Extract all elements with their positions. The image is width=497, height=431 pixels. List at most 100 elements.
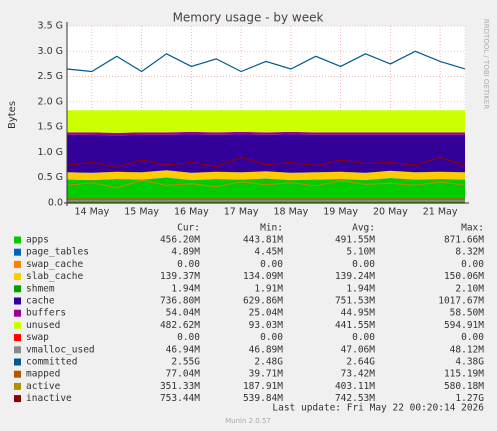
y-tick-label: 0.5 G [38, 172, 64, 183]
legend-stat: 8.32M [455, 247, 484, 258]
legend-stat: 2.55G [171, 357, 200, 368]
legend-stat: 441.55M [335, 320, 375, 331]
legend-swatch [14, 285, 21, 293]
x-tick-label: 15 May [124, 207, 159, 218]
legend-stat: 482.62M [160, 320, 200, 331]
stats-header: Avg: [352, 223, 375, 234]
x-tick-label: 18 May [274, 207, 309, 218]
legend-stat: 0.00 [177, 259, 200, 270]
legend-stat: 5.10M [346, 247, 375, 258]
legend-label: committed [26, 357, 77, 368]
legend-label: buffers [26, 308, 66, 319]
legend-swatch [14, 321, 21, 329]
legend-stat: 4.89M [171, 247, 200, 258]
legend-stat: 629.86M [243, 296, 283, 307]
legend-stat: 150.06M [444, 271, 484, 282]
legend-stat: 0.00 [260, 332, 283, 343]
legend-label: inactive [26, 393, 72, 404]
area [67, 170, 465, 180]
stats-header: Max: [461, 223, 484, 234]
y-tick-label: 1.5 G [38, 122, 64, 133]
legend-stat: 742.53M [335, 393, 375, 404]
legend-label: shmem [26, 283, 55, 294]
side-text: RRDTOOL / TOBI OETIKER [482, 19, 490, 109]
legend-stat: 0.00 [352, 332, 375, 343]
y-axis-label: Bytes [7, 101, 18, 129]
legend-stat: 1017.67M [438, 296, 484, 307]
legend-stat: 539.84M [243, 393, 283, 404]
legend-swatch [14, 334, 21, 342]
legend-stat: 736.80M [160, 296, 200, 307]
legend-stat: 1.94M [346, 283, 375, 294]
legend-swatch [14, 309, 21, 317]
legend-stat: 753.44M [160, 393, 200, 404]
legend-stat: 0.00 [352, 259, 375, 270]
legend-swatch [14, 395, 21, 403]
legend-stat: 491.55M [335, 235, 375, 246]
legend-swatch [14, 273, 21, 281]
legend-stat: 115.19M [444, 369, 484, 380]
area [67, 134, 465, 173]
y-tick-label: 2.5 G [38, 71, 64, 82]
legend-swatch [14, 358, 21, 366]
legend-stat: 0.00 [177, 332, 200, 343]
legend-label: mapped [26, 369, 60, 380]
axes: 0.0 0.5 G 1.0 G 1.5 G 2.0 G 2.5 G 3.0 G 3.5 G 14… [38, 21, 469, 218]
line [66, 156, 466, 169]
legend-swatch [14, 248, 21, 256]
legend-stat: 403.11M [335, 381, 375, 392]
y-tick-label: 2.0 G [38, 96, 64, 107]
legend-stat: 39.71M [249, 369, 284, 380]
legend-stat: 594.91M [444, 320, 484, 331]
legend-stat: 456.20M [160, 235, 200, 246]
legend-stat: 2.10M [455, 283, 484, 294]
legend-stat: 1.94M [171, 283, 200, 294]
marks [66, 50, 466, 204]
legend-stat: 139.37M [160, 271, 200, 282]
last-update: Last update: Fri May 22 00:20:14 2026 [272, 403, 484, 414]
legend-stat: 580.18M [444, 381, 484, 392]
legend-label: vmalloc_used [26, 344, 95, 355]
area [67, 131, 465, 136]
legend-stat: 73.42M [341, 369, 376, 380]
legend-label: apps [26, 235, 49, 246]
legend-swatch [14, 382, 21, 390]
legend: Cur: Min: Avg: Max: apps 456.20M 443.81M 491.55… [14, 223, 485, 404]
legend-label: page_tables [26, 247, 89, 258]
legend-stat: 4.45M [254, 247, 283, 258]
area [67, 110, 465, 133]
legend-stat: 2.64G [346, 357, 375, 368]
legend-stat: 25.04M [249, 308, 284, 319]
legend-stat: 48.12M [450, 344, 485, 355]
x-tick-label: 16 May [174, 207, 209, 218]
legend-stat: 751.53M [335, 296, 375, 307]
stats-header: Cur: [177, 223, 200, 234]
legend-stat: 46.94M [166, 344, 201, 355]
legend-stat: 0.00 [461, 259, 484, 270]
legend-swatch [14, 297, 21, 305]
line [66, 50, 466, 73]
legend-stat: 187.91M [243, 381, 283, 392]
legend-label: swap [26, 332, 49, 343]
y-tick-label: 3.0 G [38, 46, 64, 57]
legend-stat: 1.91M [254, 283, 283, 294]
legend-label: cache [26, 296, 55, 307]
x-tick-label: 14 May [75, 207, 110, 218]
x-tick-label: 19 May [323, 207, 358, 218]
legend-swatch [14, 236, 21, 244]
legend-swatch [14, 346, 21, 354]
legend-stat: 1.27G [455, 393, 484, 404]
x-tick-label: 17 May [224, 207, 259, 218]
legend-label: unused [26, 320, 60, 331]
legend-stat: 77.04M [166, 369, 201, 380]
legend-stat: 47.06M [341, 344, 376, 355]
legend-stat: 58.50M [450, 308, 485, 319]
x-tick-label: 21 May [423, 207, 458, 218]
legend-stat: 134.09M [243, 271, 283, 282]
legend-stat: 0.00 [260, 259, 283, 270]
legend-label: slab_cache [26, 271, 83, 282]
legend-swatch [14, 260, 21, 268]
legend-swatch [14, 370, 21, 378]
legend-stat: 443.81M [243, 235, 283, 246]
